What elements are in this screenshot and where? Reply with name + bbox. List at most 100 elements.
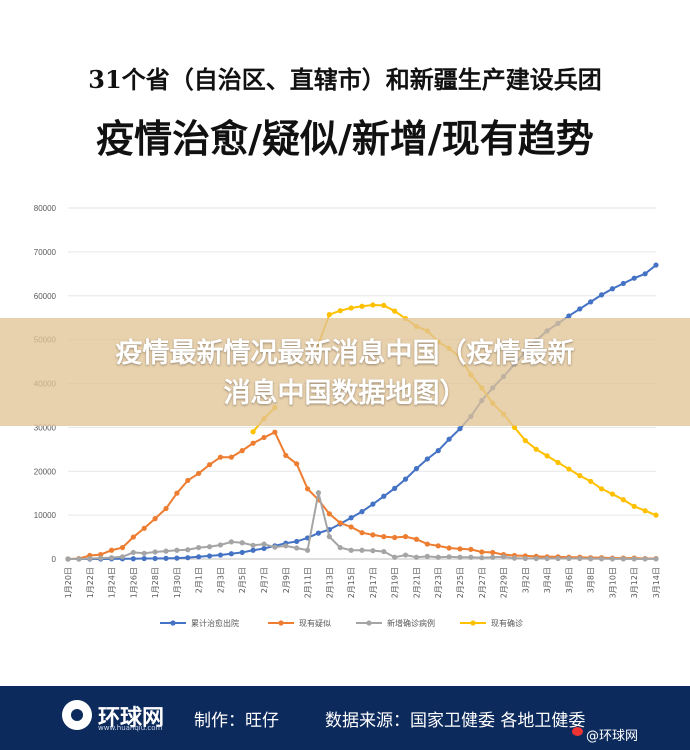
data-point xyxy=(141,525,147,531)
y-tick-label: 10000 xyxy=(34,511,57,520)
data-point xyxy=(413,466,420,472)
data-point xyxy=(206,462,213,468)
data-point xyxy=(457,426,463,432)
data-source: 数据来源：国家卫健委 各地卫健委 xyxy=(325,711,586,731)
data-point xyxy=(511,555,518,561)
data-point xyxy=(65,556,71,562)
data-point xyxy=(239,540,245,546)
headline-line2: 消息中国数据地图） xyxy=(223,378,467,409)
data-point xyxy=(196,470,202,477)
data-point xyxy=(348,305,354,311)
x-tick-label: 1月20日 xyxy=(64,567,73,598)
chart-title-line2: 疫情治愈/疑似/新增/现有趋势 xyxy=(96,116,594,161)
data-point xyxy=(283,543,289,549)
data-point xyxy=(283,452,289,459)
legend-label: 累计治愈出院 xyxy=(191,618,239,628)
data-point xyxy=(261,434,267,441)
data-point xyxy=(653,556,659,562)
x-tick-label: 1月30日 xyxy=(173,567,182,598)
x-tick-label: 3月4日 xyxy=(543,567,552,593)
legend-label: 现有确诊 xyxy=(491,618,523,628)
data-point xyxy=(315,530,322,536)
data-point xyxy=(163,548,169,554)
x-tick-label: 2月7日 xyxy=(260,567,269,593)
data-point xyxy=(152,549,158,555)
series-1 xyxy=(65,429,659,562)
data-point xyxy=(424,456,430,462)
data-point xyxy=(457,554,463,560)
data-point xyxy=(141,550,147,556)
data-point xyxy=(381,534,387,540)
x-axis: 1月20日 1月22日 1月24日 1月26日 1月28日 1月30日 2月1日 2月3日 2月… xyxy=(64,567,661,598)
brand-name: 环球网 xyxy=(98,706,165,731)
data-point xyxy=(304,547,311,553)
data-point xyxy=(424,553,430,559)
data-point xyxy=(446,436,452,442)
data-point xyxy=(185,547,191,553)
legend: 累计治愈出院 现有疑似 新增确诊病例 现有确诊 xyxy=(160,618,523,628)
data-point xyxy=(490,549,496,556)
data-point xyxy=(261,545,267,552)
x-tick-label: 2月9日 xyxy=(282,567,291,593)
data-point xyxy=(196,554,202,560)
data-point xyxy=(239,549,245,556)
data-point xyxy=(250,547,256,553)
x-tick-label: 3月8日 xyxy=(587,567,596,593)
data-point xyxy=(609,286,616,292)
data-point xyxy=(294,538,300,545)
data-point xyxy=(206,544,213,550)
data-point xyxy=(566,313,572,319)
data-point xyxy=(326,534,332,540)
data-point xyxy=(490,554,496,560)
data-point xyxy=(653,262,659,268)
data-point xyxy=(76,556,82,562)
data-point xyxy=(250,440,256,446)
x-tick-label: 3月6日 xyxy=(565,567,574,593)
data-point xyxy=(359,547,365,553)
data-point xyxy=(413,536,420,542)
x-tick-label: 2月19日 xyxy=(391,567,400,598)
y-tick-label: 30000 xyxy=(34,423,57,432)
data-point xyxy=(479,549,485,555)
data-point xyxy=(424,541,430,547)
data-point xyxy=(631,556,637,562)
legend-label: 新增确诊病例 xyxy=(387,618,435,628)
data-point xyxy=(326,511,332,517)
data-point xyxy=(642,271,648,277)
footer-bar xyxy=(0,686,690,750)
series-line xyxy=(67,430,656,560)
data-point xyxy=(370,501,376,507)
data-point xyxy=(609,491,616,497)
x-tick-label: 2月5日 xyxy=(238,567,247,593)
data-point xyxy=(108,555,115,561)
data-point xyxy=(250,429,256,435)
data-point xyxy=(348,515,354,521)
data-point xyxy=(185,555,191,561)
data-point xyxy=(174,490,180,496)
data-point xyxy=(577,306,583,312)
globe-logo-icon xyxy=(62,700,92,730)
x-tick-label: 1月26日 xyxy=(129,567,138,598)
x-tick-label: 2月21日 xyxy=(412,567,421,598)
data-point xyxy=(304,486,311,492)
legend-label: 现有疑似 xyxy=(299,618,331,628)
data-point xyxy=(446,554,452,560)
data-point xyxy=(163,555,169,561)
data-point xyxy=(250,542,256,548)
data-point xyxy=(130,534,136,540)
data-point xyxy=(326,312,332,318)
x-tick-label: 2月11日 xyxy=(304,567,313,598)
data-point xyxy=(566,466,572,472)
data-point xyxy=(435,543,441,549)
data-point xyxy=(598,292,605,298)
data-point xyxy=(468,554,474,560)
data-point xyxy=(174,555,180,561)
x-tick-label: 2月15日 xyxy=(347,567,356,598)
data-point xyxy=(228,539,234,545)
data-point xyxy=(598,556,605,562)
data-point xyxy=(588,478,594,484)
data-point xyxy=(435,554,441,560)
data-point xyxy=(577,473,583,479)
data-point xyxy=(337,544,343,551)
data-point xyxy=(402,476,409,482)
